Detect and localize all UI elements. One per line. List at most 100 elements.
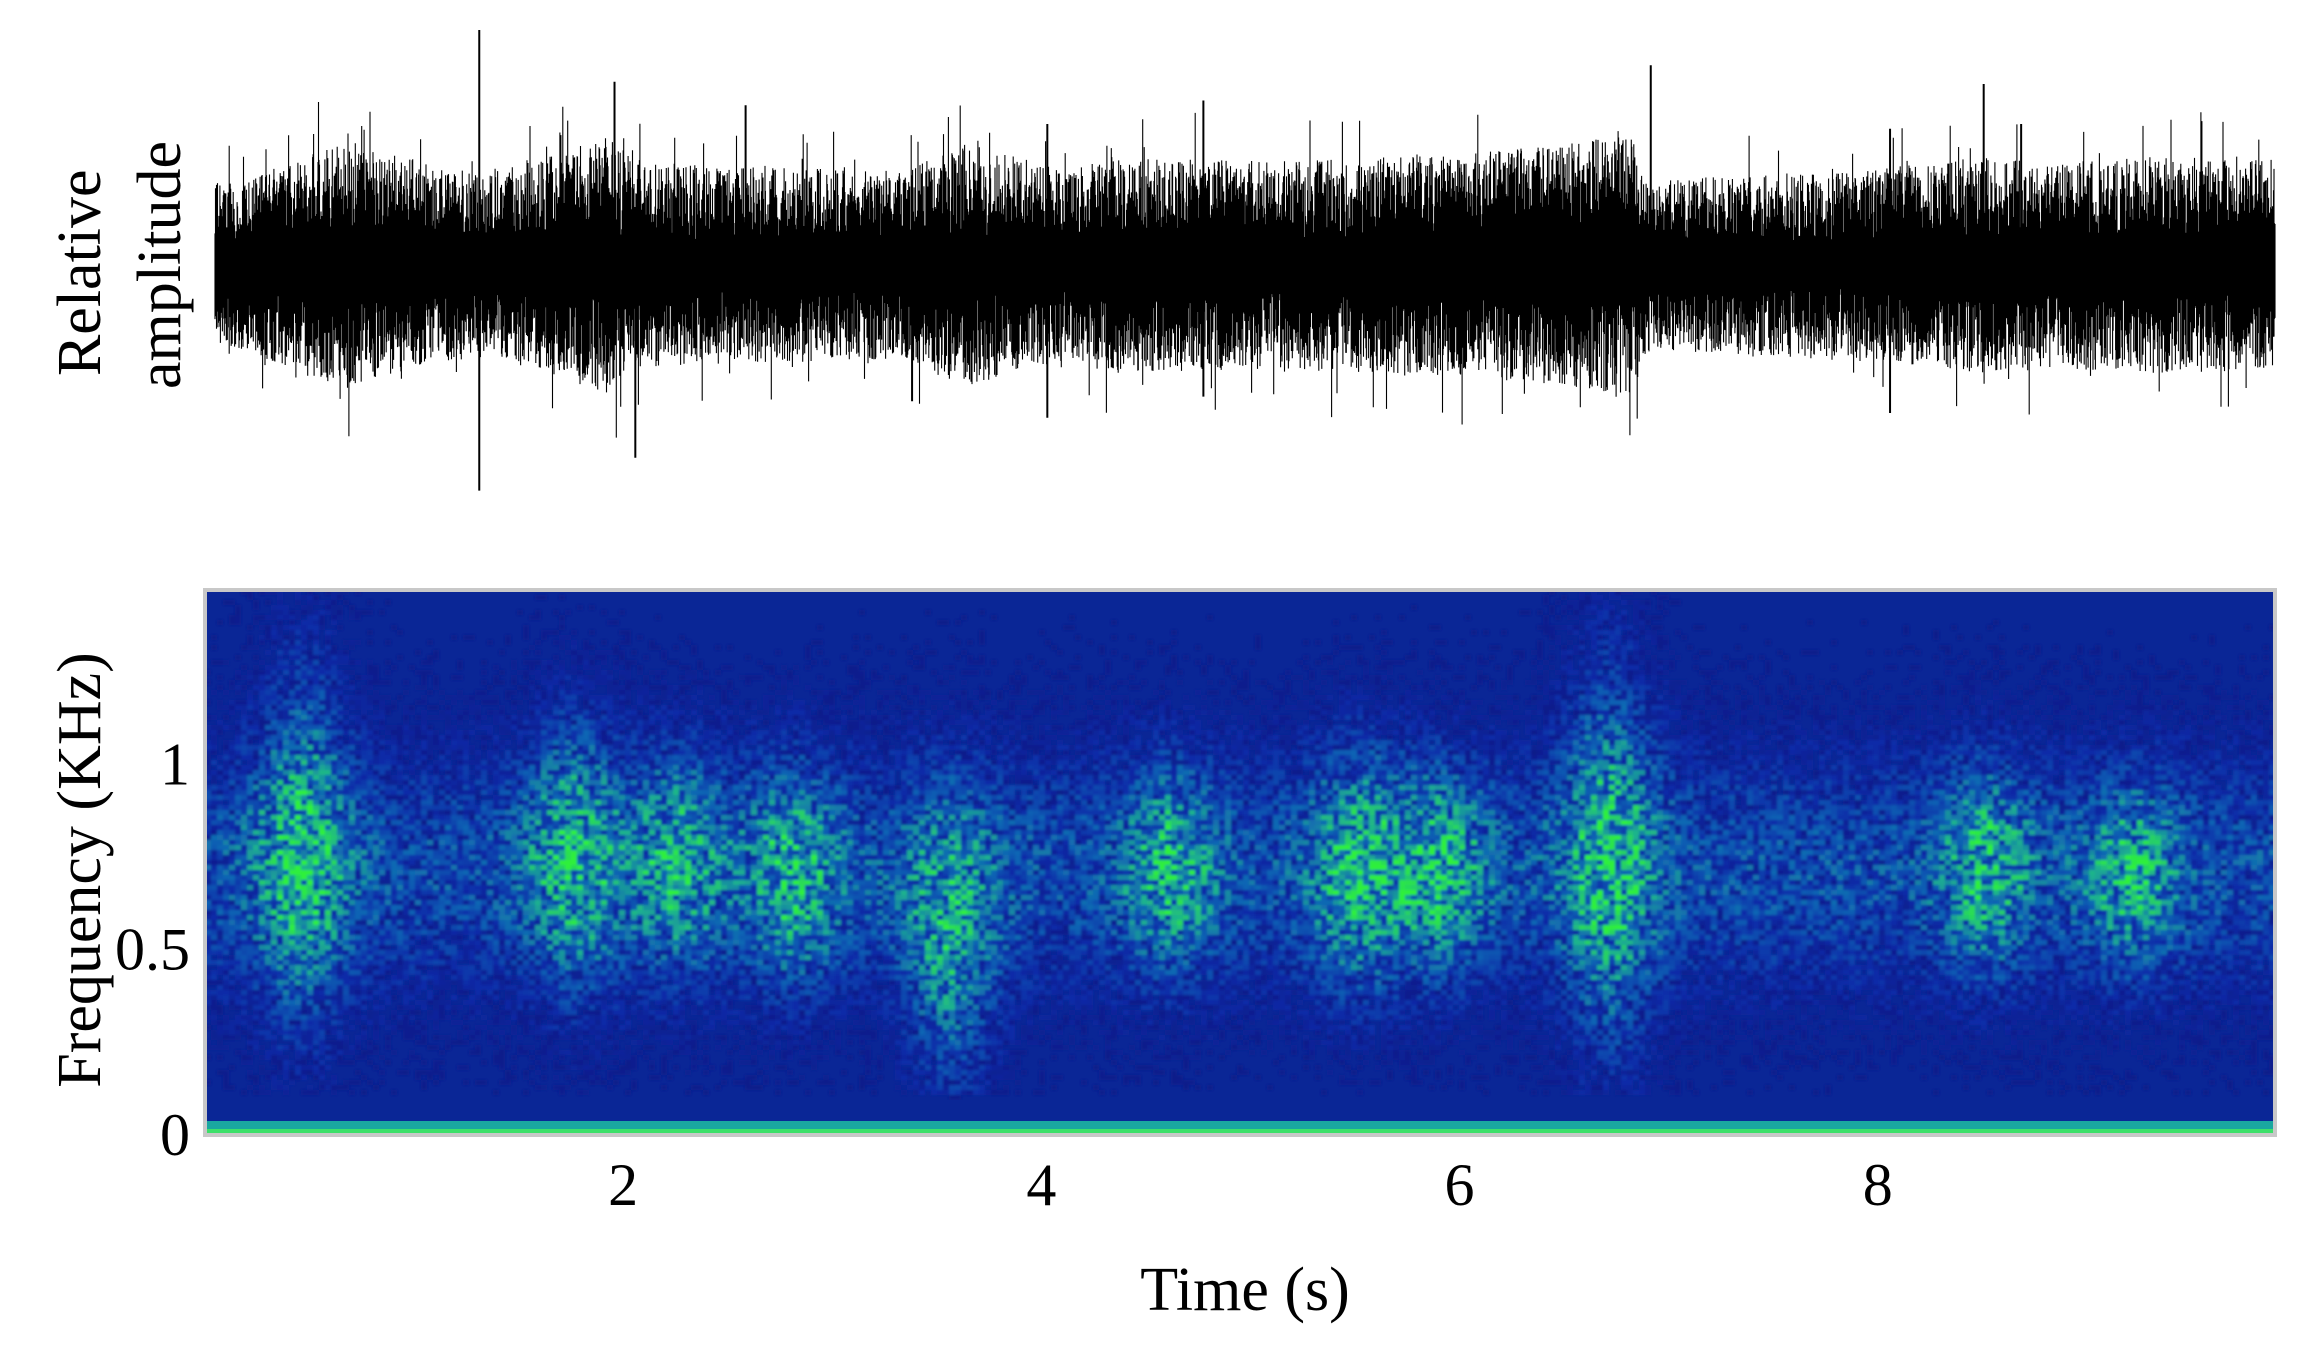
spectrogram-cell bbox=[445, 835, 451, 840]
spectrogram-cell bbox=[487, 850, 493, 855]
spectrogram-cell bbox=[481, 980, 487, 985]
spectrogram-cell bbox=[553, 985, 559, 990]
spectrogram-cell bbox=[541, 905, 547, 910]
spectrogram-cell bbox=[325, 895, 331, 900]
spectrogram-cell bbox=[379, 680, 385, 685]
spectrogram-cell bbox=[331, 665, 337, 670]
spectrogram-cell bbox=[439, 835, 445, 840]
spectrogram-cell bbox=[505, 805, 511, 810]
spectrogram-cell bbox=[583, 810, 589, 815]
spectrogram-cell bbox=[313, 610, 319, 615]
spectrogram-cell bbox=[523, 755, 529, 760]
spectrogram-cell bbox=[511, 765, 517, 770]
spectrogram-cell bbox=[415, 845, 421, 850]
spectrogram-cell bbox=[463, 885, 469, 890]
spectrogram-cell bbox=[391, 875, 397, 880]
spectrogram-cell bbox=[259, 800, 265, 805]
spectrogram-cell bbox=[253, 715, 259, 720]
spectrogram-cell bbox=[397, 885, 403, 890]
spectrogram-cell bbox=[271, 710, 277, 715]
spectrogram-cell bbox=[301, 655, 307, 660]
spectrogram-cell bbox=[217, 890, 223, 895]
spectrogram-cell bbox=[337, 910, 343, 915]
spectrogram-cell bbox=[547, 840, 553, 845]
spectrogram-cell bbox=[205, 925, 211, 930]
spectrogram-cell bbox=[535, 685, 541, 690]
spectrogram-cell bbox=[595, 720, 601, 725]
spectrogram-cell bbox=[595, 990, 601, 995]
waveform-trace bbox=[214, 102, 2276, 438]
spectrogram-cell bbox=[223, 790, 229, 795]
spectrogram-cell bbox=[313, 895, 319, 900]
spectrogram-cell bbox=[235, 795, 241, 800]
spectrogram-cell bbox=[553, 845, 559, 850]
spectrogram-cell bbox=[235, 845, 241, 850]
spectrogram-cell bbox=[439, 965, 445, 970]
spectrogram-cell bbox=[487, 915, 493, 920]
spectrogram-cell bbox=[217, 1005, 223, 1010]
spectrogram-cell bbox=[391, 780, 397, 785]
spectrogram-cell bbox=[253, 905, 259, 910]
spectrogram-cell bbox=[421, 1000, 427, 1005]
spectrogram-cell bbox=[313, 910, 319, 915]
spectrogram-cell bbox=[475, 945, 481, 950]
spectrogram-cell bbox=[505, 880, 511, 885]
spectrogram-cell bbox=[307, 910, 313, 915]
spectrogram-cell bbox=[349, 640, 355, 645]
spectrogram-cell bbox=[535, 910, 541, 915]
spectrogram-cell bbox=[385, 600, 391, 605]
spectrogram-cell bbox=[433, 880, 439, 885]
spectrogram-cell bbox=[577, 915, 583, 920]
spectrogram-cell bbox=[391, 895, 397, 900]
spectrogram-cell bbox=[283, 720, 289, 725]
spectrogram-cell bbox=[259, 965, 265, 970]
spectrogram-cell bbox=[565, 810, 571, 815]
spectrogram-cell bbox=[385, 670, 391, 675]
spectrogram-cell bbox=[577, 985, 583, 990]
spectrogram-cell bbox=[439, 1005, 445, 1010]
spectrogram-cell bbox=[349, 825, 355, 830]
spectrogram-cell bbox=[415, 990, 421, 995]
spectrogram-cell bbox=[223, 975, 229, 980]
spectrogram-cell bbox=[433, 795, 439, 800]
spectrogram-cell bbox=[433, 1000, 439, 1005]
spectrogram-cell bbox=[259, 935, 265, 940]
spectrogram-cell bbox=[355, 935, 361, 940]
spectrogram-cell bbox=[235, 1000, 241, 1005]
spectrogram-cell bbox=[595, 880, 601, 885]
spectrogram-cell bbox=[541, 705, 547, 710]
spectrogram-cell bbox=[325, 1065, 331, 1070]
spectrogram-cell bbox=[535, 835, 541, 840]
spectrogram-cell bbox=[481, 875, 487, 880]
spectrogram-cell bbox=[565, 930, 571, 935]
spectrogram-cell bbox=[307, 1050, 313, 1055]
spectrogram-cell bbox=[235, 815, 241, 820]
spectrogram-cell bbox=[559, 875, 565, 880]
spectrogram-cell bbox=[529, 795, 535, 800]
spectrogram-cell bbox=[589, 755, 595, 760]
spectrogram-cell bbox=[559, 725, 565, 730]
spectrogram-cell bbox=[499, 955, 505, 960]
spectrogram-cell bbox=[517, 920, 523, 925]
spectrogram-cell bbox=[511, 955, 517, 960]
spectrogram-cell bbox=[541, 835, 547, 840]
spectrogram-cell bbox=[427, 970, 433, 975]
spectrogram-cell bbox=[313, 995, 319, 1000]
spectrogram-cell bbox=[457, 925, 463, 930]
spectrogram-cell bbox=[247, 940, 253, 945]
spectrogram-cell bbox=[331, 780, 337, 785]
spectrogram-cell bbox=[457, 785, 463, 790]
spectrogram-cell bbox=[391, 860, 397, 865]
spectrogram-cell bbox=[259, 820, 265, 825]
spectrogram-cell bbox=[379, 995, 385, 1000]
spectrogram-cell bbox=[289, 885, 295, 890]
spectrogram-cell bbox=[343, 760, 349, 765]
spectrogram-cell bbox=[205, 950, 211, 955]
spectrogram-cell bbox=[559, 925, 565, 930]
spectrogram-cell bbox=[559, 1030, 565, 1035]
spectrogram-cell bbox=[283, 925, 289, 930]
spectrogram-cell bbox=[343, 780, 349, 785]
spectrogram-cell bbox=[541, 980, 547, 985]
spectrogram-cell bbox=[313, 735, 319, 740]
spectrogram-cell bbox=[301, 1075, 307, 1080]
